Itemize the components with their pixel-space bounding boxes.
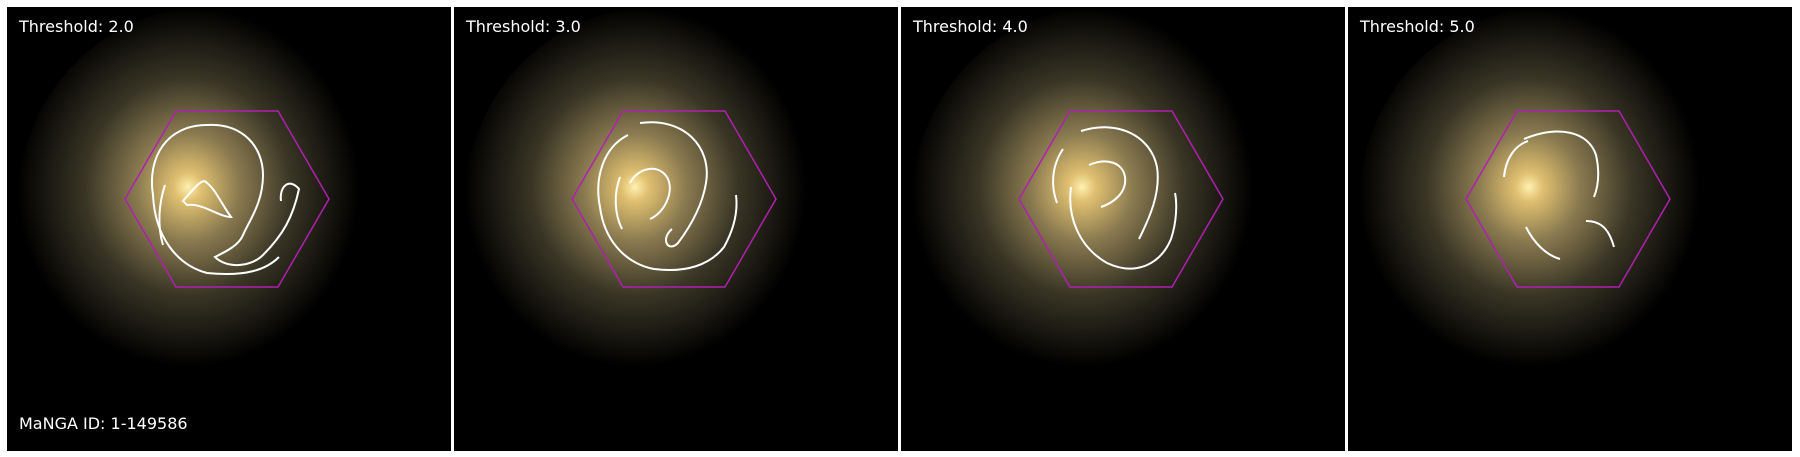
contour-inner [1525, 226, 1561, 260]
contour-arm-2 [639, 121, 708, 248]
contour-arm-1 [1523, 130, 1600, 198]
galaxy-glow [17, 7, 397, 407]
galaxy-glow [1358, 7, 1738, 407]
spiral-contours [597, 121, 738, 271]
contour-inner [629, 168, 671, 220]
contour-inner [181, 180, 233, 219]
manga-id-label: MaNGA ID: 1-149586 [19, 414, 188, 433]
contour-fragment [614, 176, 623, 230]
ifu-hexagon [1018, 110, 1224, 288]
ifu-hexagon [1465, 110, 1671, 288]
contour-arm-2 [206, 123, 301, 266]
contour-fragment [1585, 220, 1615, 248]
contour-arm-2 [1503, 140, 1529, 178]
spiral-contours [151, 123, 301, 275]
contour-inner [1088, 160, 1127, 208]
panel-threshold-5: Threshold: 5.0 [1348, 7, 1792, 451]
threshold-label: Threshold: 2.0 [19, 17, 134, 36]
threshold-label: Threshold: 5.0 [1360, 17, 1475, 36]
threshold-label: Threshold: 3.0 [466, 17, 581, 36]
panel-threshold-2: Threshold: 2.0 MaNGA ID: 1-149586 [7, 7, 451, 451]
ifu-hexagon [124, 110, 330, 288]
spiral-contours [1052, 126, 1178, 270]
galaxy-image [1348, 7, 1792, 451]
contour-arm-1 [597, 134, 738, 271]
galaxy-image [454, 7, 898, 451]
galaxy-image [7, 7, 451, 451]
contour-fragment [158, 184, 166, 246]
ifu-hexagon [571, 110, 777, 288]
contour-arm-1 [151, 124, 280, 275]
contour-arm-2 [1069, 186, 1178, 270]
panel-threshold-3: Threshold: 3.0 [454, 7, 898, 451]
galaxy-glow [464, 7, 844, 407]
galaxy-image [901, 7, 1345, 451]
threshold-label: Threshold: 4.0 [913, 17, 1028, 36]
spiral-contours [1503, 130, 1615, 260]
panel-threshold-4: Threshold: 4.0 [901, 7, 1345, 451]
contour-arm-1 [1080, 126, 1159, 240]
contour-fragment [1052, 148, 1064, 204]
